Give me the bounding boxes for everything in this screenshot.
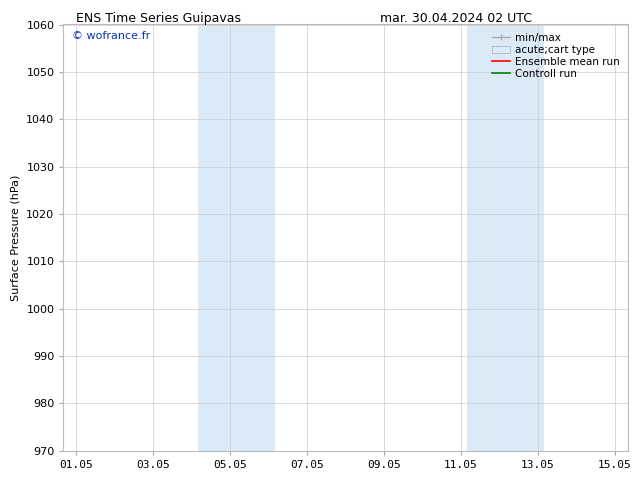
Legend: min/max, acute;cart type, Ensemble mean run, Controll run: min/max, acute;cart type, Ensemble mean …	[489, 30, 623, 82]
Bar	[198, 24, 275, 451]
Text: ENS Time Series Guipavas: ENS Time Series Guipavas	[76, 12, 241, 25]
Text: mar. 30.04.2024 02 UTC: mar. 30.04.2024 02 UTC	[380, 12, 533, 25]
Bar	[467, 24, 545, 451]
Text: © wofrance.fr: © wofrance.fr	[72, 31, 150, 41]
Y-axis label: Surface Pressure (hPa): Surface Pressure (hPa)	[11, 174, 21, 301]
